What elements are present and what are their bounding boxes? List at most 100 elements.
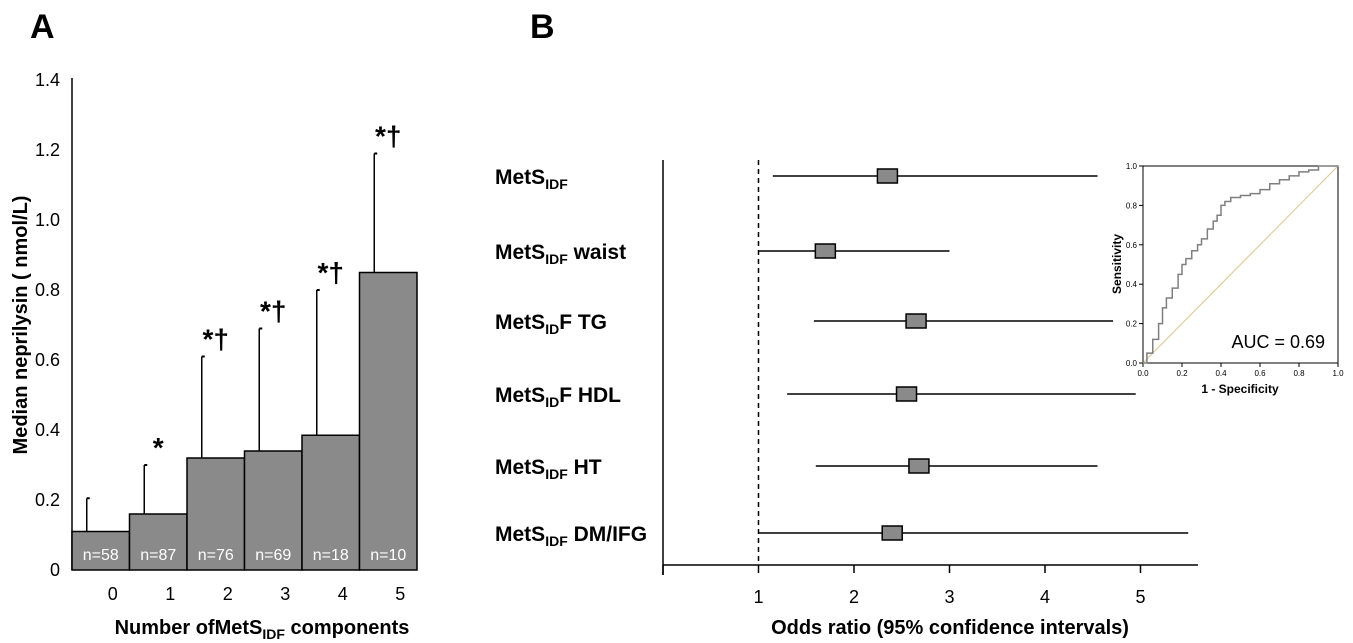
panel-b-row-label-sub: ID xyxy=(545,394,559,410)
panel-b-row-label-main: MetS xyxy=(495,456,545,479)
panel-b-x-tick-label: 3 xyxy=(944,587,954,607)
panel-a-bar xyxy=(243,450,303,571)
panel-a-x-axis-label: Number ofMetSIDF components xyxy=(115,617,410,642)
panel-b-row-label: MetSIDF HDL xyxy=(495,384,621,410)
panel-a-x-tick-label: 0 xyxy=(108,584,118,604)
panel-a-y-tick-label: 1.2 xyxy=(35,140,60,160)
panel-a-x-ticks: 0 1 2 3 4 5 xyxy=(108,584,406,604)
roc-x-tick-label: 0.8 xyxy=(1293,369,1305,378)
panel-a-n-label: n=69 xyxy=(255,547,291,564)
roc-auc-annotation: AUC = 0.69 xyxy=(1231,332,1325,352)
roc-diagonal-reference xyxy=(1142,165,1339,364)
panel-a-y-tick-label: 0.8 xyxy=(35,280,60,300)
panel-b-x-tick-label: 5 xyxy=(1135,587,1145,607)
panel-a-bar xyxy=(358,271,418,571)
panel-a-y-axis-label: Median neprilysin ( nmol/L) xyxy=(10,196,32,455)
roc-x-tick-label: 0.6 xyxy=(1254,369,1266,378)
roc-x-tick-label: 0.2 xyxy=(1176,369,1188,378)
panel-a-bar xyxy=(301,434,361,571)
roc-curve xyxy=(1143,165,1338,364)
roc-y-tick-label: 0.8 xyxy=(1126,201,1138,210)
panel-b-row: MetSIDF DM/IFG xyxy=(495,523,1189,549)
panel-a-x-label-main: Number of xyxy=(115,617,215,639)
roc-x-tick-label: 0.4 xyxy=(1215,369,1227,378)
panel-b-row-label: MetSIDF DM/IFG xyxy=(495,523,647,549)
panel-b-row-label-rest: DM/IFG xyxy=(568,523,647,546)
panel-a-bar xyxy=(186,457,246,571)
panel-b-row-label: MetSIDF HT xyxy=(495,456,602,482)
panel-b-row-label-rest: waist xyxy=(568,241,626,264)
panel-b-row-label-main: MetS xyxy=(495,311,545,334)
roc-y-tick-label: 1.0 xyxy=(1126,162,1138,171)
panel-b-or-marker xyxy=(895,386,918,402)
panel-b-x-axis-label: Odds ratio (95% confidence intervals) xyxy=(771,617,1129,639)
panel-letter-a: A xyxy=(30,8,55,46)
panel-a-n-label: n=87 xyxy=(140,547,176,564)
panel-a-significance-mark: *† xyxy=(260,296,286,327)
panel-b-row: MetSIDF TG xyxy=(495,311,1189,337)
panel-b-or-marker xyxy=(908,458,930,474)
panel-a-x-tick-label: 2 xyxy=(223,584,233,604)
roc-y-tick-label: 0.6 xyxy=(1126,241,1138,250)
roc-ticks: 0.0 0.2 0.4 0.6 0.8 1.0 0.0 0.2 0.4 0.6 0.8 1.0 xyxy=(1126,162,1344,378)
panel-b-roc-inset: 0.0 0.2 0.4 0.6 0.8 1.0 0.0 0.2 0.4 0.6 0.8 1.0 AUC… xyxy=(1110,156,1345,396)
panel-a-x-tick-label: 5 xyxy=(395,584,405,604)
panel-b-x-tick-label: 2 xyxy=(849,587,859,607)
panel-b-x-ticks: 1 2 3 4 5 xyxy=(662,565,1146,607)
panel-b-row-label: MetSIDF waist xyxy=(495,241,626,267)
panel-b-row-label: MetSIDF TG xyxy=(495,311,607,337)
roc-y-axis-label: Sensitivity xyxy=(1110,234,1124,294)
roc-y-tick-label: 0.0 xyxy=(1126,359,1138,368)
panel-b-row-label-rest: F TG xyxy=(559,311,607,334)
panel-a-n-label: n=18 xyxy=(313,547,349,564)
panel-a-n-label: n=76 xyxy=(198,547,234,564)
panel-b-row-label-rest: HT xyxy=(568,456,602,479)
panel-a-bar xyxy=(71,530,131,571)
panel-b-x-tick-label: 1 xyxy=(753,587,763,607)
panel-a-x-label-sub: IDF xyxy=(262,626,285,642)
panel-b-row-label-sub: ID xyxy=(545,321,559,337)
panel-b-row: MetSIDF HDL xyxy=(495,384,1136,410)
panel-b-or-marker xyxy=(905,313,927,329)
panel-a-y-tick-label: 0 xyxy=(50,560,60,580)
roc-y-tick-label: 0.4 xyxy=(1126,280,1138,289)
panel-b-row: MetSIDF waist xyxy=(495,241,950,267)
panel-b-row: MetSIDF xyxy=(495,166,1098,192)
panel-a-x-tick-label: 4 xyxy=(338,584,348,604)
panel-a-bars: n=58 n=87 * n=76 *† n=69 *† n=18 *† n=10 *† xyxy=(71,121,418,571)
panel-a-y-tick-label: 1.4 xyxy=(35,70,60,90)
panel-b-row-label-main: MetS xyxy=(495,523,545,546)
panel-b-row-label-rest: F HDL xyxy=(559,384,621,407)
panel-a-y-tick-label: 1.0 xyxy=(35,210,60,230)
roc-x-axis-label: 1 - Specificity xyxy=(1201,382,1279,396)
panel-b-row-label-sub: IDF xyxy=(545,533,568,549)
panel-b-x-tick-label: 4 xyxy=(1040,587,1050,607)
panel-a-y-tick-label: 0.2 xyxy=(35,490,60,510)
panel-a-n-label: n=58 xyxy=(83,547,119,564)
panel-b-row-label-main: MetS xyxy=(495,384,545,407)
panel-letter-b: B xyxy=(530,8,555,46)
roc-y-tick-label: 0.2 xyxy=(1126,320,1138,329)
panel-b-or-marker xyxy=(814,243,837,259)
panel-b-row-label-sub: IDF xyxy=(545,466,568,482)
panel-b-row-label-main: MetS xyxy=(495,241,545,264)
roc-x-tick-label: 0.0 xyxy=(1137,369,1149,378)
roc-x-tick-label: 1.0 xyxy=(1332,369,1344,378)
panel-b-row-label: MetSIDF xyxy=(495,166,568,192)
panel-a-n-label: n=10 xyxy=(370,547,406,564)
panel-a-significance-mark: *† xyxy=(375,121,401,152)
panel-a-significance-mark: *† xyxy=(203,324,229,355)
panel-a-x-tick-label: 3 xyxy=(280,584,290,604)
panel-b-or-marker xyxy=(881,525,903,541)
panel-a-x-label-end: components xyxy=(285,617,409,639)
panel-a-bar-chart: 00.20.40.60.81.01.21.4 n=58 n=87*n=76*†n=… xyxy=(10,70,418,642)
panel-b-row: MetSIDF HT xyxy=(495,456,1098,482)
panel-a-y-tick-label: 0.4 xyxy=(35,420,60,440)
panel-a-y-ticks: 0 0.2 0.4 0.6 0.8 1.0 1.2 1.4 xyxy=(35,70,60,580)
panel-a-significance-mark: * xyxy=(153,432,164,463)
panel-a-significance-mark: *† xyxy=(318,257,344,288)
panel-a-x-tick-label: 1 xyxy=(165,584,175,604)
